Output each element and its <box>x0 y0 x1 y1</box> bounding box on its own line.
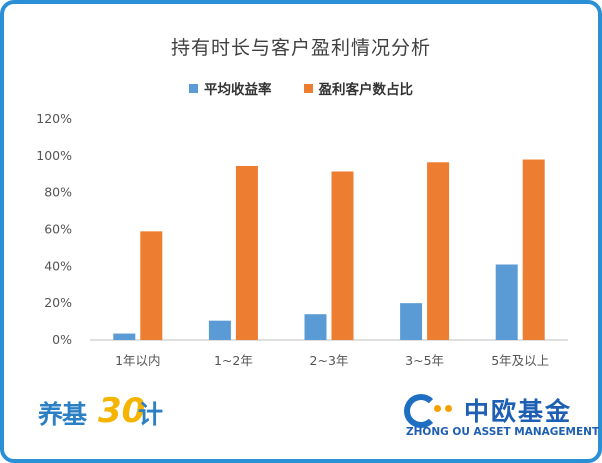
bar-avg-return <box>400 303 423 340</box>
legend-swatch-avg-return <box>189 83 198 93</box>
bar-profit-ratio <box>522 159 545 340</box>
logo-left-number: 30 <box>98 391 146 431</box>
bar-avg-return <box>304 314 327 340</box>
logo-left-text: 养基 <box>38 400 87 429</box>
legend-label-avg-return: 平均收益率 <box>204 82 272 98</box>
x-tick-label: 1~2年 <box>214 353 253 368</box>
chart-legend: 平均收益率 盈利客户数占比 <box>0 78 602 98</box>
zhongou-logo-en: ZHONG OU ASSET MANAGEMENT <box>406 426 600 438</box>
zhongou-logo-cn: 中欧基金 <box>464 397 573 426</box>
x-tick-label: 1年以内 <box>115 353 160 368</box>
bar-profit-ratio <box>427 162 450 340</box>
y-tick-label: 100% <box>36 148 72 163</box>
y-tick-label: 20% <box>44 295 72 310</box>
logo-left-suffix: 计 <box>138 400 164 429</box>
y-tick-label: 60% <box>44 222 72 237</box>
zhongou-dots-icon <box>434 405 452 412</box>
legend-swatch-profit-ratio <box>303 83 313 93</box>
zhongou-logo: 中欧基金 ZHONG OU ASSET MANAGEMENT <box>404 392 599 442</box>
x-tick-label: 5年及以上 <box>491 353 549 368</box>
bar-profit-ratio <box>235 165 258 340</box>
x-tick-label: 2~3年 <box>310 353 349 368</box>
y-tick-label: 0% <box>52 332 72 347</box>
yangji-30-logo: 养基 30 计 <box>38 391 168 439</box>
bar-profit-ratio <box>331 171 354 340</box>
legend-label-profit-ratio: 盈利客户数占比 <box>318 82 414 98</box>
bar-avg-return <box>113 333 136 340</box>
chart-title: 持有时长与客户盈利情况分析 <box>170 37 431 59</box>
legend-item-profit-ratio: 盈利客户数占比 <box>303 78 414 98</box>
zhongou-c-icon <box>404 394 438 428</box>
y-tick-label: 80% <box>44 185 72 200</box>
y-tick-label: 120% <box>36 111 72 126</box>
legend-item-avg-return: 平均收益率 <box>189 78 272 98</box>
bar-avg-return <box>208 320 231 340</box>
x-tick-label: 3~5年 <box>405 353 444 368</box>
y-tick-label: 40% <box>44 258 72 273</box>
bar-avg-return <box>495 264 518 340</box>
bar-profit-ratio <box>140 231 163 340</box>
